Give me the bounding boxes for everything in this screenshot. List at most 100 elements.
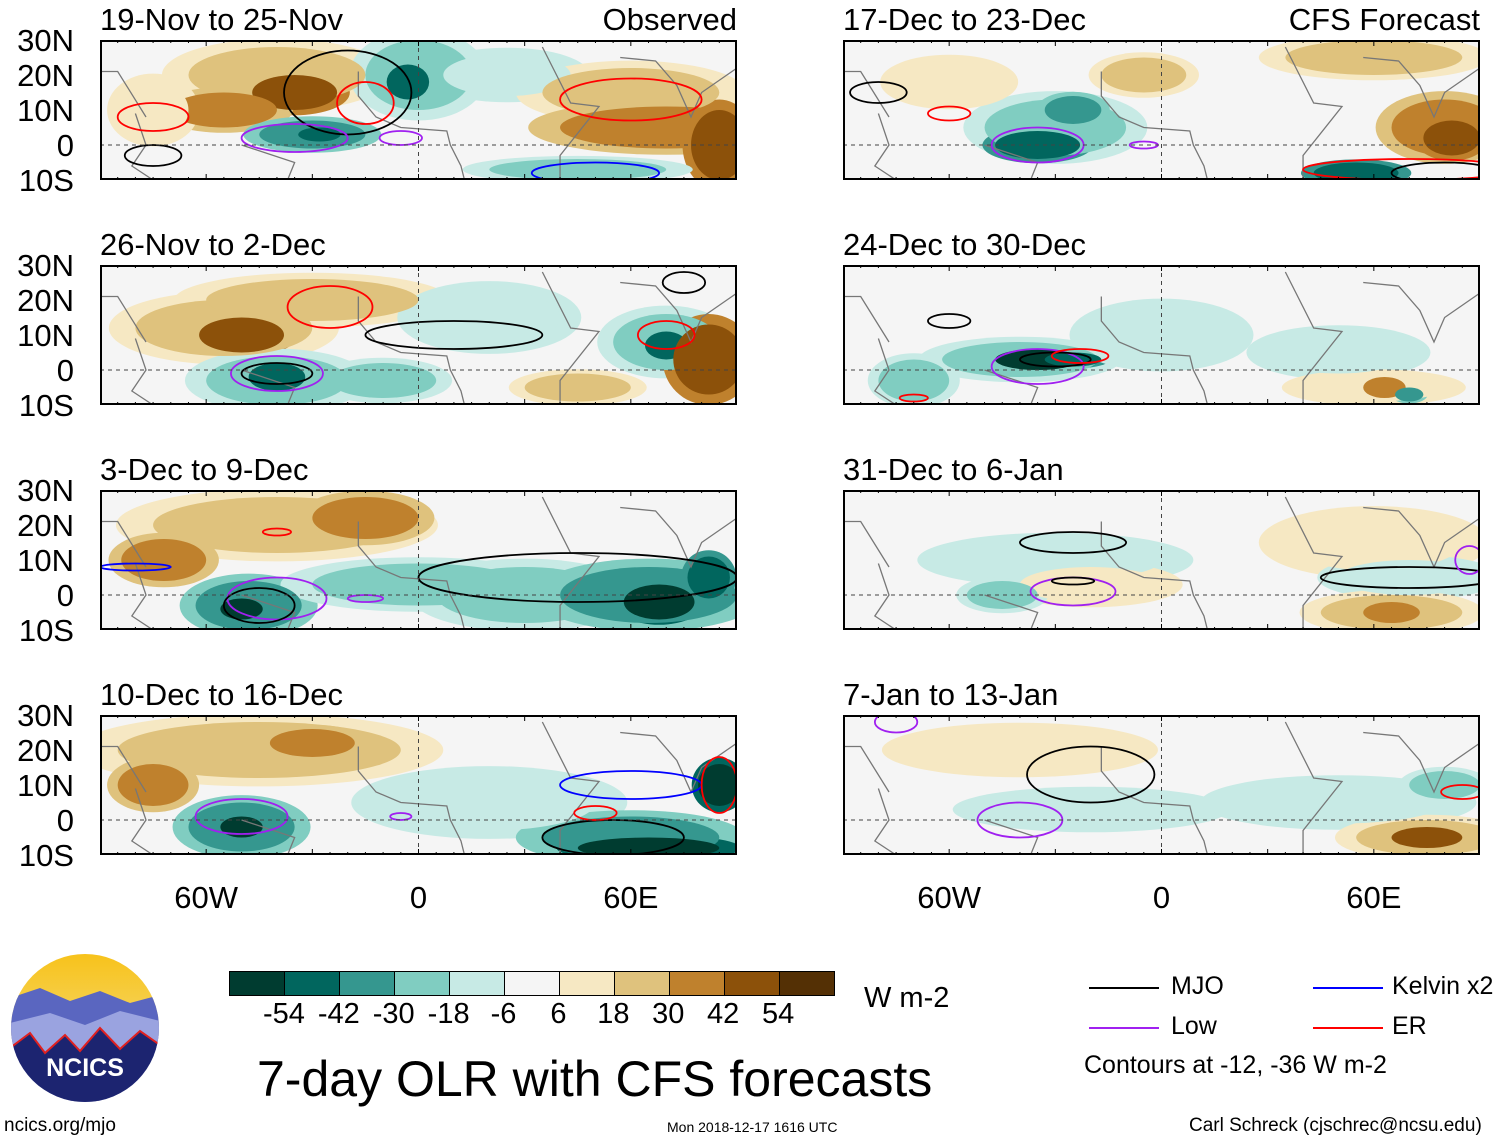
olr-anomaly-region [252,75,338,110]
colorbar-label: -18 [427,998,470,1030]
olr-map-panel [100,715,737,855]
olr-map-panel [100,490,737,630]
lat-label: 10N [17,768,74,803]
lat-label: 30N [17,248,74,283]
olr-map-panel [843,265,1480,405]
olr-anomaly-region [386,64,430,100]
mjo-contour [222,587,296,624]
lat-label: 30N [17,23,74,58]
er-contour [898,393,929,403]
lat-label: 20N [17,508,74,543]
figure-title: 7-day OLR with CFS forecasts [257,1051,933,1107]
coastlines [843,496,1480,630]
olr-anomaly-region [269,729,355,757]
olr-anomaly-region [383,774,596,831]
olr-anomaly-region [1285,40,1463,75]
er-contour [1440,784,1480,800]
olr-anomaly-region [248,363,306,391]
legend-label-low: Low [1171,1012,1217,1040]
olr-anomaly-region [443,54,571,96]
ncics-logo: NCICS [11,954,159,1102]
lat-label: 10S [18,838,74,873]
lon-label: 60E [1346,880,1402,915]
lat-label: 0 [56,803,74,838]
legend-label-mjo: MJO [1171,972,1224,1000]
olr-anomaly-region [896,61,1003,103]
colorbar-label: 18 [597,998,630,1030]
legend-label-kelvin: Kelvin x2 [1392,972,1494,1000]
colorbar-units: W m-2 [864,982,950,1014]
mjo-contour [1026,745,1156,804]
olr-map-panel [100,265,737,405]
olr-anomaly-region [312,497,419,539]
colorbar-label: 42 [707,998,740,1030]
coastlines [100,271,737,405]
mjo-contour [1390,161,1480,180]
low-contour [389,812,413,821]
olr-anomaly-region [121,539,207,581]
kelvin-contour [100,562,172,572]
er-contour [573,805,618,821]
olr-map-panel [843,490,1480,630]
olr-anomaly-region [117,764,189,806]
low-contour [194,798,289,835]
coastlines [843,721,1480,855]
er-contour [927,105,972,122]
footer-left[interactable]: ncics.org/mjo [4,1115,116,1136]
low-contour [230,355,324,392]
er-contour [286,285,374,329]
contour-note: Contours at -12, -36 W m-2 [1084,1051,1387,1079]
footer-right: Carl Schreck (cjschrec@ncsu.edu) [1189,1115,1482,1136]
olr-anomaly-region [117,82,189,138]
olr-anomaly-region [524,373,631,402]
lon-label: 60W [174,880,239,915]
colorbar-swatch [285,972,340,995]
low-contour [990,348,1085,385]
low-contour [378,130,423,146]
mjo-contour [1019,531,1128,554]
lat-label: 10S [18,388,74,423]
colorbar-swatch [340,972,395,995]
olr-anomaly-region [1363,602,1420,623]
olr-anomaly-region [1363,377,1406,398]
er-contour [336,81,395,125]
olr-anomaly-region [966,581,1038,609]
logo-text: NCICS [46,1054,124,1082]
er-contour [1050,348,1110,364]
olr-anomaly-region [1395,387,1424,402]
coastlines [100,721,737,855]
olr-anomaly-region [913,729,1127,771]
lat-label: 10N [17,318,74,353]
mjo-contour [364,320,544,350]
lat-label: 10S [18,613,74,648]
olr-anomaly-region [170,92,277,128]
coastlines [843,271,1480,405]
olr-anomaly-region [330,363,437,398]
panel-title: 26-Nov to 2-Dec [100,227,326,262]
legend-line-mjo [1089,987,1159,989]
olr-anomaly-region [220,598,263,620]
panel-tag: CFS Forecast [1288,2,1480,37]
coastlines [100,46,737,180]
olr-anomaly-region [1423,120,1480,156]
lat-label: 30N [17,698,74,733]
lat-label: 10N [17,543,74,578]
panel-title: 10-Dec to 16-Dec [100,677,343,712]
panel-title: 31-Dec to 6-Jan [843,452,1064,487]
mjo-contour [417,552,737,603]
er-contour [261,527,292,537]
kelvin-contour [530,161,661,180]
er-contour [1302,158,1480,180]
olr-anomaly-region [1267,331,1410,374]
colorbar-label: -6 [490,998,517,1030]
olr-anomaly-region [1019,567,1162,602]
colorbar-label: -30 [372,998,415,1030]
colorbar-swatch [725,972,780,995]
mjo-contour [283,49,413,136]
panel-title: 3-Dec to 9-Dec [100,452,309,487]
colorbar-swatch [780,972,834,995]
lat-label: 10N [17,93,74,128]
olr-anomaly-region [206,279,419,321]
colorbar-label: 30 [652,998,685,1030]
